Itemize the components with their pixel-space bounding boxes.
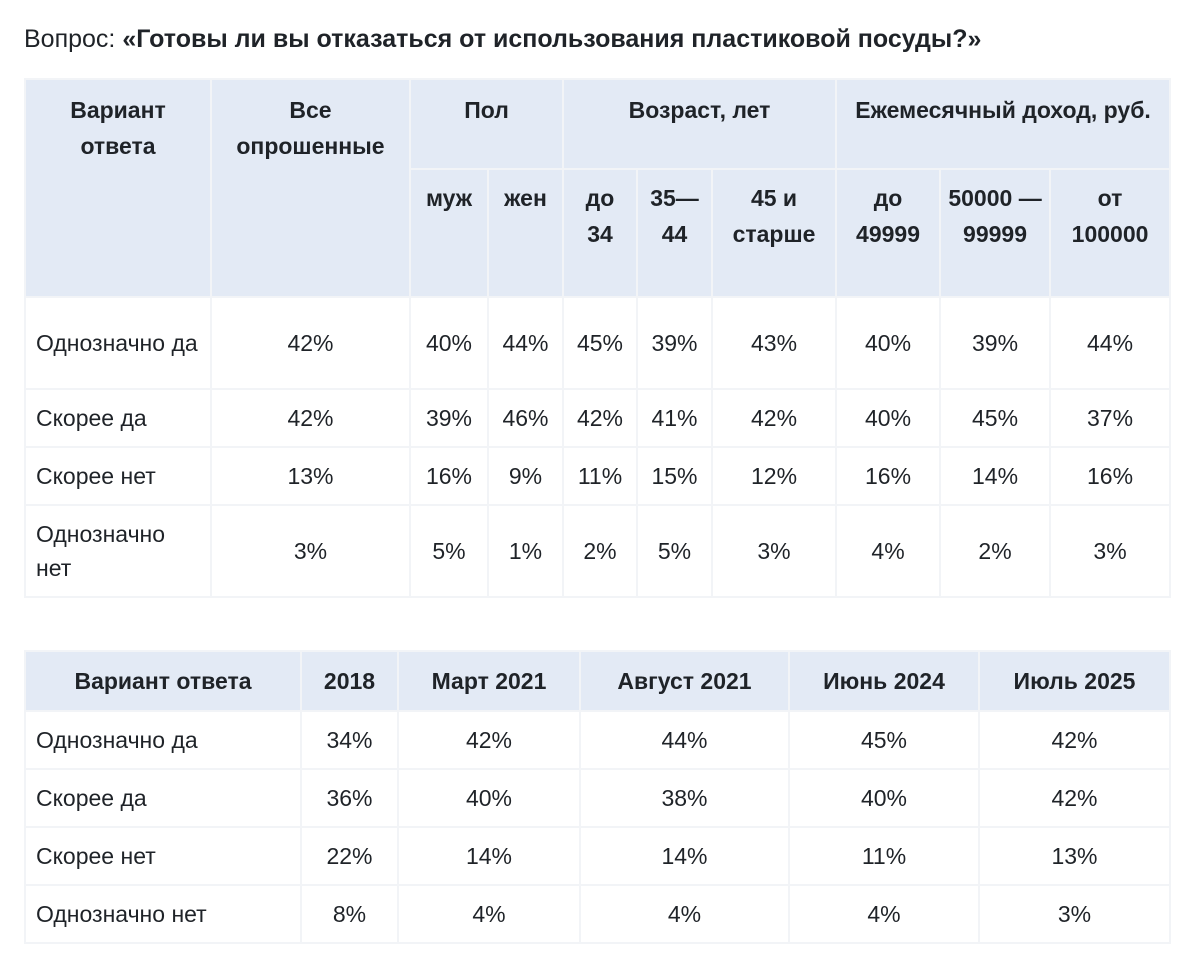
table-cell: 46% <box>487 388 564 448</box>
column-header: Июнь 2024 <box>788 650 980 712</box>
table-cell: 45% <box>939 388 1052 448</box>
table-cell: 43% <box>710 296 838 390</box>
table-cell: 16% <box>835 446 942 506</box>
row-label: Скорее нет <box>24 446 212 506</box>
table-cell: 2% <box>939 504 1052 598</box>
table-cell: 44% <box>579 710 790 770</box>
column-header: 2018 <box>300 650 399 712</box>
table-cell: 3% <box>978 884 1171 944</box>
subheader-male: муж <box>409 168 489 298</box>
column-header: Вариант ответа <box>24 650 302 712</box>
table-cell: 3% <box>1049 504 1172 598</box>
header-age: Возраст, лет <box>561 78 838 170</box>
table-cell: 39% <box>636 296 713 390</box>
table-cell: 42% <box>397 710 581 770</box>
table-cell: 3% <box>710 504 838 598</box>
table-row: Скорее да 36% 40% 38% 40% 42% <box>24 768 1171 828</box>
table-cell: 42% <box>710 388 838 448</box>
table-cell: 4% <box>788 884 980 944</box>
table-row: Однозначно нет 3% 5% 1% 2% 5% 3% 4% 2% 3% <box>24 504 1172 598</box>
row-label: Скорее да <box>24 768 302 828</box>
table-cell: 39% <box>939 296 1052 390</box>
trend-table: Вариант ответа 2018 Март 2021 Август 2021 Ию… <box>24 650 1171 944</box>
question-title: «Готовы ли вы отказаться от использовани… <box>122 25 982 53</box>
row-label: Скорее да <box>24 388 212 448</box>
column-header: Март 2021 <box>397 650 581 712</box>
table-cell: 13% <box>210 446 411 506</box>
header-sex: Пол <box>409 78 564 170</box>
table-cell: 4% <box>579 884 790 944</box>
table-cell: 37% <box>1049 388 1172 448</box>
table-cell: 40% <box>835 388 942 448</box>
table-cell: 4% <box>835 504 942 598</box>
table-row: Однозначно нет 8% 4% 4% 4% 3% <box>24 884 1171 944</box>
column-header: Июль 2025 <box>978 650 1171 712</box>
table-cell: 14% <box>939 446 1052 506</box>
table-cell: 14% <box>397 826 581 886</box>
table-cell: 2% <box>562 504 638 598</box>
table-cell: 13% <box>978 826 1171 886</box>
table-cell: 11% <box>562 446 638 506</box>
table-cell: 42% <box>562 388 638 448</box>
table-cell: 14% <box>579 826 790 886</box>
row-label: Однозначно нет <box>24 504 212 598</box>
header-answer: Вариант ответа <box>24 78 212 298</box>
table-cell: 45% <box>562 296 638 390</box>
subheader-age-under-34: до 34 <box>562 168 638 298</box>
question-prefix: Вопрос: <box>24 25 123 53</box>
table-cell: 40% <box>409 296 489 390</box>
subheader-income-low: до 49999 <box>835 168 942 298</box>
subheader-income-mid: 50000 — 99999 <box>939 168 1052 298</box>
table-cell: 5% <box>636 504 713 598</box>
table-cell: 36% <box>300 768 399 828</box>
table-cell: 39% <box>409 388 489 448</box>
table-cell: 42% <box>978 768 1171 828</box>
survey-question: Вопрос: «Готовы ли вы отказаться от испо… <box>24 22 1174 56</box>
header-all: Все опрошенные <box>210 78 411 298</box>
table-cell: 40% <box>788 768 980 828</box>
table-cell: 41% <box>636 388 713 448</box>
table-cell: 5% <box>409 504 489 598</box>
table-cell: 4% <box>397 884 581 944</box>
table-row: Скорее да 42% 39% 46% 42% 41% 42% 40% 45% 37% <box>24 388 1172 448</box>
subheader-income-high: от 100000 <box>1049 168 1172 298</box>
subheader-age-35-44: 35—44 <box>636 168 713 298</box>
table-cell: 45% <box>788 710 980 770</box>
table-cell: 15% <box>636 446 713 506</box>
row-label: Однозначно да <box>24 296 212 390</box>
table-cell: 12% <box>710 446 838 506</box>
table-cell: 40% <box>397 768 581 828</box>
row-label: Скорее нет <box>24 826 302 886</box>
table-cell: 40% <box>835 296 942 390</box>
table-cell: 8% <box>300 884 399 944</box>
table-cell: 11% <box>788 826 980 886</box>
breakdown-table: Вариант ответа Все опрошенные Пол Возрас… <box>24 78 1172 598</box>
table-cell: 16% <box>1049 446 1172 506</box>
table-cell: 1% <box>487 504 564 598</box>
row-label: Однозначно нет <box>24 884 302 944</box>
table-cell: 42% <box>210 388 411 448</box>
table-row: Скорее нет 13% 16% 9% 11% 15% 12% 16% 14% 16% <box>24 446 1172 506</box>
row-label: Однозначно да <box>24 710 302 770</box>
table-cell: 3% <box>210 504 411 598</box>
column-header: Август 2021 <box>579 650 790 712</box>
table-cell: 38% <box>579 768 790 828</box>
table-cell: 22% <box>300 826 399 886</box>
subheader-female: жен <box>487 168 564 298</box>
table-cell: 44% <box>1049 296 1172 390</box>
table-row: Скорее нет 22% 14% 14% 11% 13% <box>24 826 1171 886</box>
header-income: Ежемесячный доход, руб. <box>835 78 1172 170</box>
table-cell: 9% <box>487 446 564 506</box>
table-cell: 44% <box>487 296 564 390</box>
table-row: Однозначно да 34% 42% 44% 45% 42% <box>24 710 1171 770</box>
table-row: Однозначно да 42% 40% 44% 45% 39% 43% 40% 39% 44% <box>24 296 1172 390</box>
table-cell: 34% <box>300 710 399 770</box>
table-cell: 16% <box>409 446 489 506</box>
table-cell: 42% <box>210 296 411 390</box>
table-cell: 42% <box>978 710 1171 770</box>
subheader-age-45-plus: 45 и старше <box>710 168 838 298</box>
